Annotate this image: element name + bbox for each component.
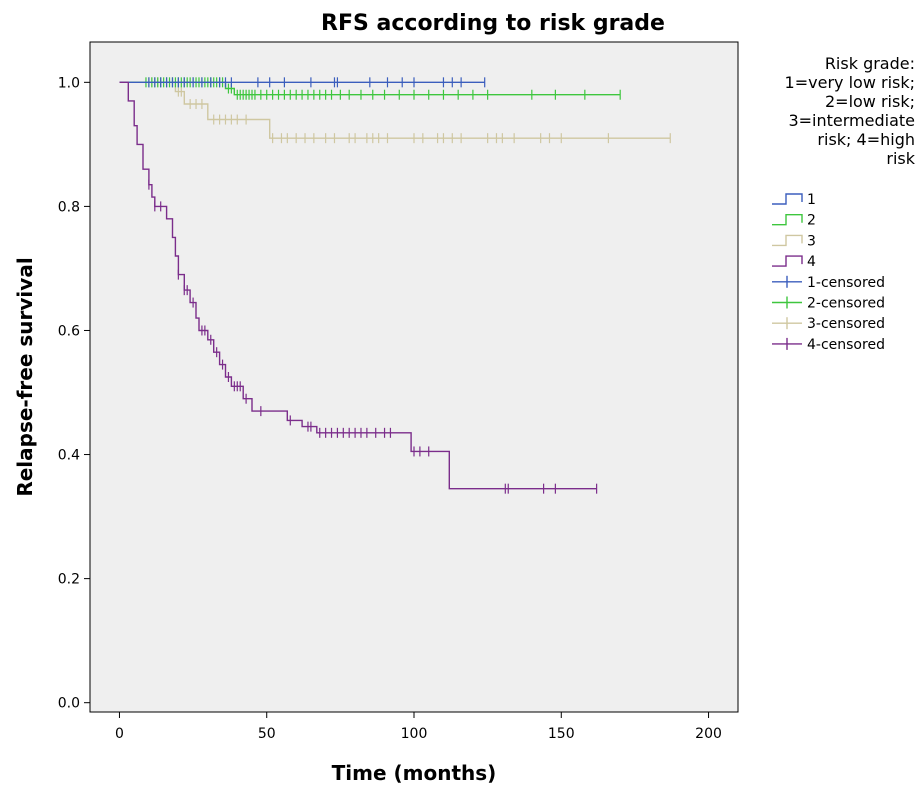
legend-item-1-censored: 1-censored (772, 275, 885, 291)
legend-swatch-step (772, 234, 803, 247)
y-axis-title: Relapse-free survival (13, 257, 37, 496)
legend-item-4: 4 (772, 254, 816, 270)
legend-label: 4 (807, 254, 816, 270)
legend-swatch-step (772, 214, 803, 226)
legend-swatch-step (772, 255, 803, 267)
y-tick-label: 0.4 (58, 448, 80, 464)
legend-title-line: risk (886, 149, 915, 168)
legend-item-4-censored: 4-censored (772, 337, 885, 353)
x-axis: 0 50 100 150 200 (115, 712, 722, 742)
legend-label: 1-censored (807, 275, 885, 291)
legend-item-3: 3 (772, 233, 816, 249)
y-tick-label: 1.0 (58, 75, 80, 91)
legend-title-line: Risk grade: (825, 54, 915, 73)
legend-label: 3 (807, 233, 816, 249)
y-tick-label: 0.2 (58, 572, 80, 588)
legend-title-line: risk; 4=high (817, 130, 915, 149)
x-tick-label: 50 (258, 726, 276, 742)
plot-area (89, 41, 739, 713)
series-1 (119, 77, 486, 88)
y-tick-label: 0.0 (58, 696, 80, 712)
legend-item-3-censored: 3-censored (772, 316, 885, 332)
series-layer (119, 77, 671, 494)
legend-swatch-step (772, 193, 803, 205)
legend-label: 1 (807, 192, 816, 208)
legend-label: 3-censored (807, 316, 885, 332)
x-tick-label: 0 (115, 726, 124, 742)
legend-title-line: 1=very low risk; (785, 73, 915, 92)
series-4-line (119, 81, 597, 490)
legend-title-line: 3=intermediate (788, 111, 915, 130)
x-tick-label: 100 (401, 726, 428, 742)
x-tick-label: 200 (695, 726, 722, 742)
y-tick-label: 0.8 (58, 199, 80, 215)
x-tick-label: 150 (548, 726, 575, 742)
chart-title: RFS according to risk grade (321, 11, 665, 36)
x-axis-title: Time (months) (332, 761, 497, 785)
series-4 (119, 81, 598, 494)
legend-label: 2 (807, 213, 816, 229)
legend-label: 2-censored (807, 296, 885, 312)
legend: Risk grade:1=very low risk;2=low risk;3=… (772, 54, 916, 353)
legend-item-2: 2 (772, 213, 816, 229)
legend-label: 4-censored (807, 337, 885, 353)
legend-title-line: 2=low risk; (825, 92, 915, 111)
series-2 (119, 77, 621, 100)
y-axis: 0.0 0.2 0.4 0.6 0.8 1.0 (58, 75, 90, 712)
y-tick-label: 0.6 (58, 323, 80, 339)
legend-item-1: 1 (772, 192, 816, 208)
legend-item-2-censored: 2-censored (772, 296, 885, 312)
